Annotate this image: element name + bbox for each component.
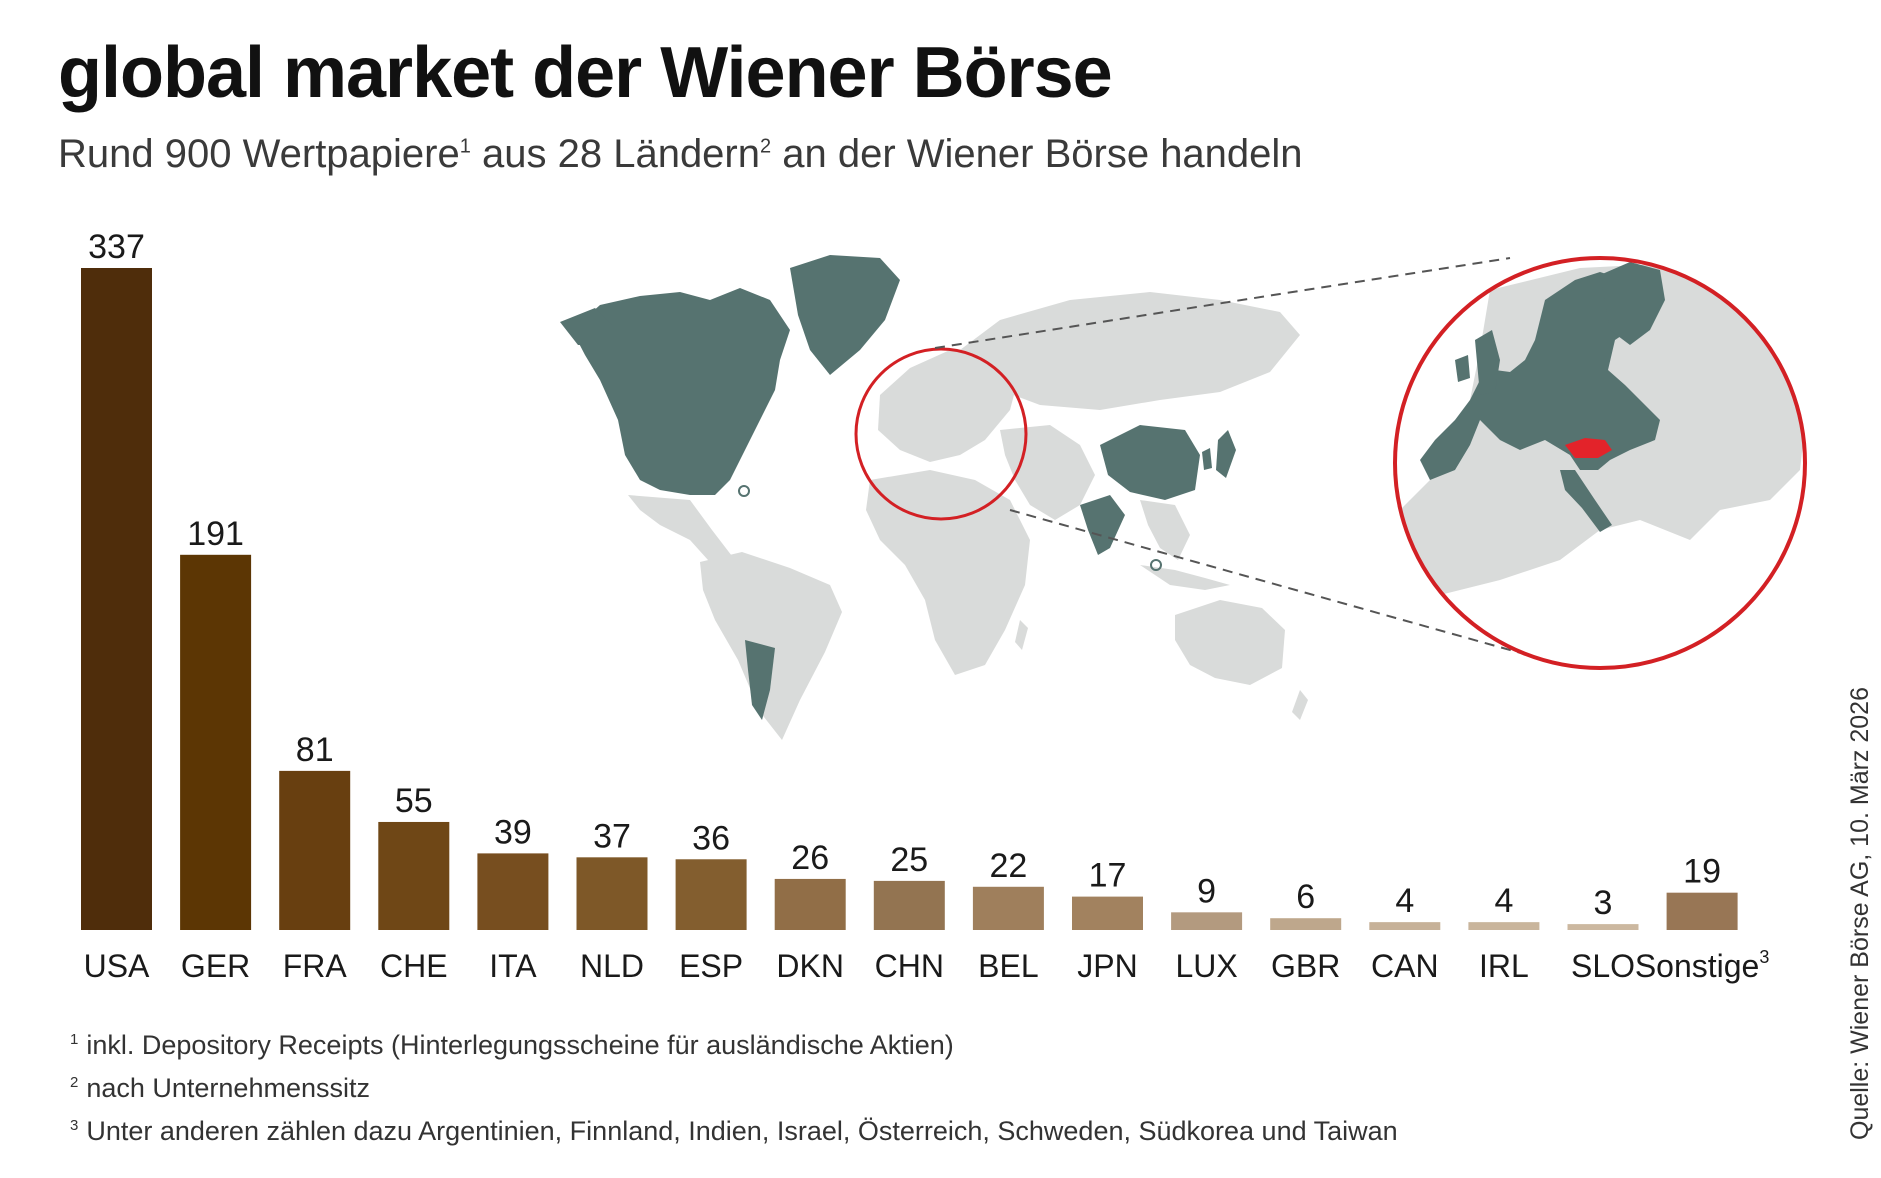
value-label-usa: 337 [88, 228, 145, 266]
category-label-usa: USA [84, 948, 150, 984]
marker-southeast-asia [1150, 559, 1162, 571]
bar-esp [675, 859, 747, 930]
category-footnote-mark-sonstige: 3 [1759, 947, 1769, 967]
bar-chart: 337USA191GER81FRA55CHE39ITA37NLD36ESP26D… [81, 228, 1807, 984]
value-label-sonstige: 19 [1683, 853, 1721, 891]
footnote-1: 1 inkl. Depository Receipts (Hinterlegung… [70, 1030, 1398, 1061]
listed-countries-landmass [560, 255, 1236, 720]
europe-zoom-listed-countries [1420, 272, 1660, 480]
category-label-dkn: DKN [776, 948, 844, 984]
bar-irl [1468, 922, 1540, 930]
footnote-2-text: nach Unternehmenssitz [86, 1073, 370, 1103]
category-label-sonstige: Sonstige3 [1635, 947, 1770, 984]
category-label-che: CHE [380, 948, 448, 984]
footnote-2-mark: 2 [70, 1074, 79, 1091]
value-label-bel: 22 [989, 847, 1027, 885]
bar-usa [81, 268, 152, 930]
category-label-chn: CHN [875, 948, 944, 984]
category-label-jpn: JPN [1077, 948, 1137, 984]
bar-fra [279, 770, 351, 930]
bar-ita [477, 853, 549, 930]
marker-caribbean [738, 485, 750, 497]
category-label-gbr: GBR [1271, 948, 1340, 984]
chart-title: global market der Wiener Börse [58, 33, 1113, 113]
value-label-gbr: 6 [1296, 878, 1315, 916]
subtitle-part-2: aus 28 Ländern [470, 132, 760, 176]
europe-zoom-inset [1395, 258, 1805, 668]
chart-subtitle: Rund 900 Wertpapiere1 aus 28 Ländern2 an… [58, 132, 1303, 177]
value-label-esp: 36 [692, 819, 730, 857]
bar-can [1369, 922, 1441, 930]
zoom-connector-top [934, 257, 1511, 349]
value-label-chn: 25 [890, 841, 928, 879]
value-label-ger: 191 [187, 515, 244, 553]
bar-sonstige [1666, 892, 1738, 930]
italy-shape [1560, 470, 1612, 532]
bar-nld [576, 857, 648, 930]
footnote-3: 3 Unter anderen zählen dazu Argentinien, … [70, 1116, 1398, 1147]
subtitle-part-1: Rund 900 Wertpapiere [58, 132, 460, 176]
bar-dkn [774, 878, 846, 930]
category-label-slo: SLO [1571, 948, 1635, 984]
world-landmass [628, 292, 1308, 740]
world-map [560, 255, 1807, 740]
bar-ger [180, 554, 252, 930]
category-label-fra: FRA [283, 948, 348, 984]
bar-che [378, 821, 450, 930]
category-label-ita: ITA [489, 948, 537, 984]
footnote-2: 2 nach Unternehmenssitz [70, 1073, 1398, 1104]
bars-layer: 337USA191GER81FRA55CHE39ITA37NLD36ESP26D… [81, 228, 1769, 984]
subtitle-footnote-mark-2: 2 [760, 135, 772, 158]
value-label-irl: 4 [1494, 882, 1513, 920]
footnotes: 1 inkl. Depository Receipts (Hinterlegung… [70, 1030, 1398, 1159]
bar-slo [1567, 924, 1639, 930]
value-label-jpn: 17 [1089, 857, 1127, 895]
category-label-can: CAN [1371, 948, 1439, 984]
category-label-lux: LUX [1175, 948, 1237, 984]
category-label-bel: BEL [978, 948, 1038, 984]
europe-zoom-circle [1393, 256, 1807, 670]
subtitle-part-3: an der Wiener Börse handeln [771, 132, 1303, 176]
value-label-fra: 81 [296, 731, 334, 769]
austria-shape [1565, 438, 1612, 458]
bar-bel [972, 886, 1044, 930]
footnote-1-mark: 1 [70, 1031, 79, 1048]
bar-jpn [1072, 896, 1143, 930]
bar-gbr [1270, 918, 1342, 930]
scandinavia-shape [1600, 262, 1665, 345]
ireland-shape [1455, 355, 1470, 382]
value-label-dkn: 26 [791, 839, 829, 877]
category-label-esp: ESP [679, 948, 743, 984]
footnote-3-text: Unter anderen zählen dazu Argentinien, F… [86, 1116, 1398, 1146]
europe-highlight-circle [854, 347, 1028, 521]
value-label-ita: 39 [494, 813, 532, 851]
bar-chn [873, 880, 945, 930]
source-note: Quelle: Wiener Börse AG, 10. März 2026 [1846, 687, 1874, 1140]
value-label-lux: 9 [1197, 872, 1216, 910]
value-label-nld: 37 [593, 817, 631, 855]
bar-lux [1171, 912, 1243, 930]
subtitle-footnote-mark-1: 1 [459, 135, 471, 158]
category-label-irl: IRL [1479, 948, 1529, 984]
category-label-nld: NLD [580, 948, 644, 984]
value-label-can: 4 [1395, 882, 1414, 920]
footnote-1-text: inkl. Depository Receipts (Hinterlegungs… [86, 1030, 954, 1060]
footnote-3-mark: 3 [70, 1117, 79, 1134]
value-label-che: 55 [395, 782, 433, 820]
category-label-ger: GER [181, 948, 250, 984]
uk-ireland-shape [1475, 330, 1500, 395]
value-label-slo: 3 [1594, 884, 1613, 922]
